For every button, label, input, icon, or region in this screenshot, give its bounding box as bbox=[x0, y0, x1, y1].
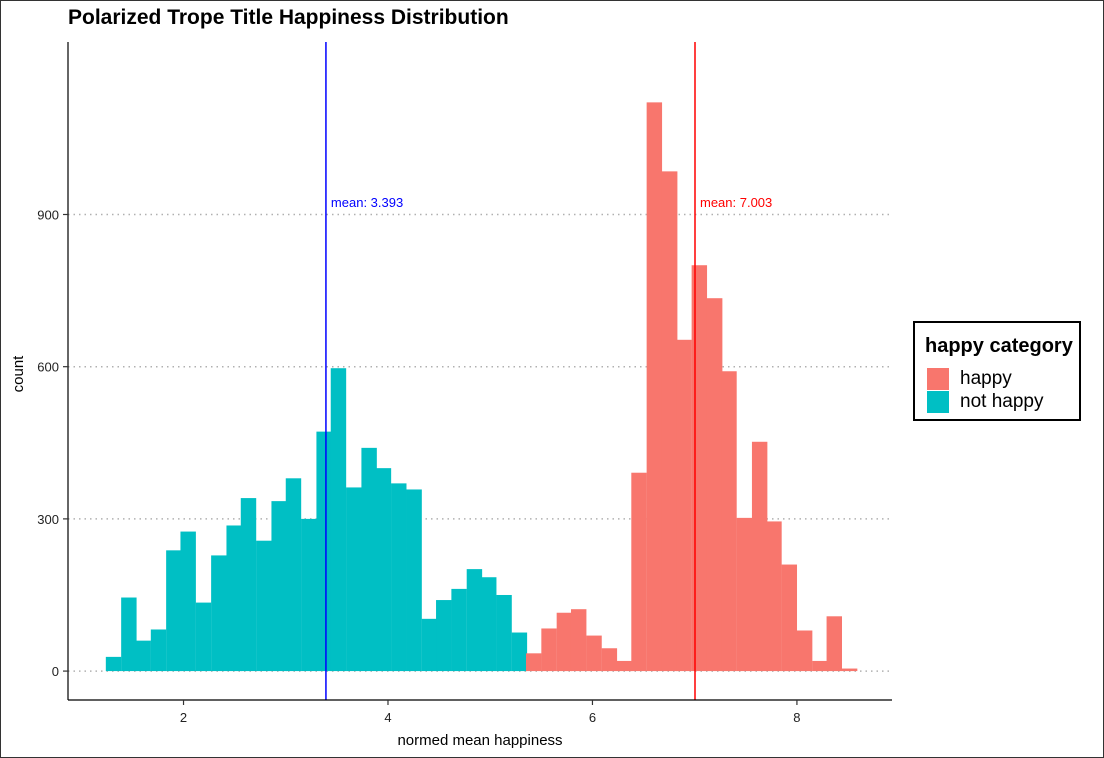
legend-swatch-not-happy bbox=[927, 391, 949, 413]
y-tick-label-300: 300 bbox=[37, 512, 59, 527]
y-axis-label: count bbox=[10, 355, 27, 393]
legend-label-happy: happy bbox=[960, 368, 1012, 389]
bar-not-happy-11 bbox=[271, 501, 287, 672]
bar-happy-4 bbox=[586, 635, 602, 672]
bar-not-happy-24 bbox=[466, 569, 483, 672]
x-tick-label-6: 6 bbox=[589, 710, 596, 725]
bar-not-happy-7 bbox=[211, 555, 227, 672]
bar-not-happy-10 bbox=[256, 540, 272, 672]
bar-not-happy-25 bbox=[481, 577, 497, 672]
bar-happy-15 bbox=[751, 441, 768, 672]
legend-item-happy: happy bbox=[927, 368, 1012, 390]
chart-title: Polarized Trope Title Happiness Distribu… bbox=[68, 6, 509, 29]
bar-happy-9 bbox=[661, 171, 678, 672]
mean-label-1: mean: 7.003 bbox=[700, 195, 772, 210]
bar-happy-19 bbox=[812, 660, 828, 672]
bar-happy-8 bbox=[646, 102, 663, 672]
bar-happy-16 bbox=[766, 521, 782, 672]
bar-not-happy-3 bbox=[150, 629, 167, 672]
bar-not-happy-9 bbox=[240, 498, 257, 672]
bar-not-happy-2 bbox=[135, 640, 151, 672]
bar-not-happy-4 bbox=[166, 550, 182, 672]
histogram-bars bbox=[105, 102, 858, 672]
bar-happy-10 bbox=[676, 339, 692, 672]
bar-not-happy-13 bbox=[301, 518, 317, 672]
bar-not-happy-14 bbox=[316, 431, 332, 672]
bar-happy-13 bbox=[721, 371, 737, 672]
bar-not-happy-23 bbox=[451, 588, 467, 672]
legend: happy category happy not happy bbox=[913, 321, 1081, 421]
legend-swatch-happy bbox=[927, 368, 949, 390]
x-tick-label-8: 8 bbox=[793, 710, 800, 725]
x-tick-label-4: 4 bbox=[384, 710, 391, 725]
legend-item-not-happy: not happy bbox=[927, 391, 1043, 413]
bar-happy-14 bbox=[736, 517, 753, 672]
bar-not-happy-1 bbox=[121, 597, 137, 672]
y-tick-label-600: 600 bbox=[37, 360, 59, 375]
bar-not-happy-6 bbox=[195, 602, 212, 672]
bar-not-happy-16 bbox=[346, 487, 362, 672]
bar-not-happy-22 bbox=[436, 600, 452, 672]
bar-happy-1 bbox=[541, 628, 557, 672]
bar-happy-5 bbox=[601, 648, 618, 672]
bar-not-happy-21 bbox=[421, 618, 438, 672]
axes: 0 300 600 900 2 4 6 8 bbox=[37, 42, 892, 725]
bar-not-happy-0 bbox=[105, 656, 122, 672]
bar-happy-0 bbox=[526, 653, 542, 672]
bar-happy-18 bbox=[796, 630, 813, 672]
bar-happy-6 bbox=[616, 660, 633, 672]
bar-not-happy-26 bbox=[496, 594, 512, 672]
bar-happy-2 bbox=[556, 612, 573, 672]
x-axis-label: normed mean happiness bbox=[397, 732, 562, 749]
bar-not-happy-19 bbox=[391, 483, 407, 672]
x-tick-label-2: 2 bbox=[180, 710, 187, 725]
bar-not-happy-27 bbox=[511, 632, 528, 672]
legend-title: happy category bbox=[925, 335, 1073, 357]
bar-not-happy-12 bbox=[285, 478, 302, 672]
bar-happy-7 bbox=[631, 472, 647, 672]
bar-happy-12 bbox=[706, 298, 723, 672]
y-tick-label-900: 900 bbox=[37, 207, 59, 222]
bar-not-happy-18 bbox=[375, 468, 392, 672]
bar-not-happy-8 bbox=[226, 525, 242, 672]
mean-lines: mean: 3.393 mean: 7.003 bbox=[325, 42, 772, 700]
bar-not-happy-20 bbox=[406, 489, 422, 672]
y-tick-label-0: 0 bbox=[52, 664, 59, 679]
bar-happy-17 bbox=[781, 564, 798, 672]
bar-happy-20 bbox=[826, 616, 842, 672]
bar-not-happy-15 bbox=[330, 368, 347, 672]
legend-label-not-happy: not happy bbox=[960, 391, 1044, 412]
mean-label-0: mean: 3.393 bbox=[331, 195, 403, 210]
bar-not-happy-17 bbox=[361, 447, 377, 672]
bar-happy-3 bbox=[570, 609, 587, 672]
bar-happy-11 bbox=[691, 265, 708, 672]
bar-happy-21 bbox=[841, 668, 858, 672]
bar-not-happy-5 bbox=[180, 531, 196, 672]
